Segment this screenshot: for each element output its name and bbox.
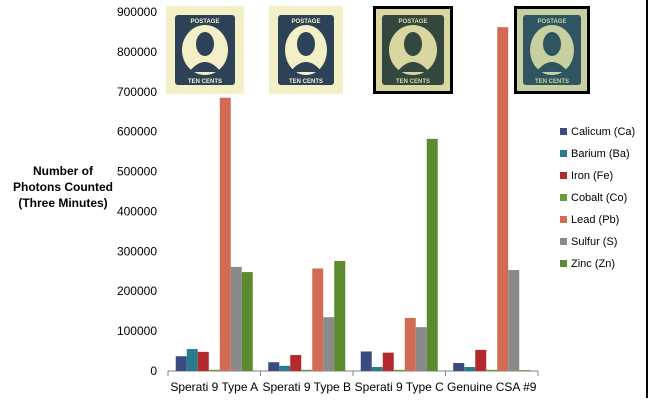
legend-swatch [560,172,567,179]
legend-swatch [560,216,567,223]
bar-cobalt-co [301,369,313,371]
bar-barium-ba [464,367,476,371]
bar-lead-pb [312,268,324,371]
y-tick-label: 200000 [117,284,157,298]
legend-label: Barium (Ba) [571,148,630,160]
stamp-genuine-csa-9-portrait-head [543,32,561,56]
stamp-sperati-type-a-bottom-text: TEN CENTS [188,79,222,85]
bar-lead-pb [497,27,509,372]
stamp-sperati-type-a-top-text: POSTAGE [191,19,220,25]
stamp-sperati-type-c-portrait-head [404,32,422,56]
legend-label: Calicum (Ca) [571,126,635,138]
bar-cobalt-co [393,369,405,371]
stamp-sperati-type-c-top-text: POSTAGE [399,19,428,25]
legend-label: Lead (Pb) [571,214,619,226]
x-tick-label: Sperati 9 Type A [170,380,258,394]
legend-swatch [560,194,567,201]
bar-lead-pb [404,317,416,371]
x-tick-label: Sperati 9 Type C [355,380,444,394]
stamp-sperati-type-b-bottom-text: TEN CENTS [289,79,323,85]
bar-cobalt-co [208,369,220,371]
bar-zinc-zn [426,138,438,371]
stamp-sperati-type-b-portrait-shoulders [290,62,322,72]
stamp-sperati-type-a-portrait-shoulders [189,62,221,72]
bar-sulfur-s [508,270,520,371]
bar-zinc-zn [519,370,531,371]
legend-swatch [560,238,567,245]
y-tick-label: 800000 [117,45,157,59]
bar-sulfur-s [415,327,427,371]
stamp-genuine-csa-9-portrait-shoulders [536,62,568,72]
stamp-sperati-type-a-portrait-head [196,32,214,56]
bar-calicum-ca [360,351,372,371]
x-tick-label: Sperati 9 Type B [263,380,352,394]
y-tick-label: 0 [150,364,157,378]
y-axis-label: (Three Minutes) [18,196,107,210]
y-tick-label: 400000 [117,204,157,218]
stamp-genuine-csa-9-top-text: POSTAGE [538,19,567,25]
stamp-sperati-type-c-portrait-shoulders [397,62,429,72]
bar-calicum-ca [453,363,465,371]
y-axis-label: Number of [33,164,94,178]
bar-barium-ba [279,365,291,371]
y-tick-label: 600000 [117,125,157,139]
y-axis-label: Photons Counted [13,180,113,194]
bar-iron-fe [197,351,209,371]
bar-lead-pb [219,97,231,371]
y-tick-label: 700000 [117,85,157,99]
bar-barium-ba [371,367,383,371]
stamp-sperati-type-c-bottom-text: TEN CENTS [396,79,430,85]
x-tick-label: Genuine CSA #9 [447,380,537,394]
bar-calicum-ca [175,356,187,371]
y-tick-label: 500000 [117,165,157,179]
y-tick-label: 300000 [117,244,157,258]
bar-calicum-ca [268,362,280,371]
legend-swatch [560,150,567,157]
bar-sulfur-s [323,317,335,371]
bar-barium-ba [186,349,198,371]
legend-swatch [560,260,567,267]
bar-iron-fe [475,349,487,371]
stamp-genuine-csa-9-bottom-text: TEN CENTS [535,79,569,85]
bar-zinc-zn [241,272,253,371]
bar-cobalt-co [486,369,498,371]
frame-edge [646,0,648,398]
legend-swatch [560,128,567,135]
stamp-sperati-type-b-top-text: POSTAGE [292,19,321,25]
y-tick-label: 100000 [117,324,157,338]
legend-label: Zinc (Zn) [571,258,615,270]
legend-label: Cobalt (Co) [571,192,627,204]
bar-zinc-zn [334,260,346,371]
legend-label: Sulfur (S) [571,236,617,248]
bar-iron-fe [382,352,394,371]
bar-sulfur-s [230,266,242,371]
legend-label: Iron (Fe) [571,170,613,182]
bar-iron-fe [290,355,302,371]
stamp-sperati-type-b-portrait-head [297,32,315,56]
y-tick-label: 900000 [117,5,157,19]
